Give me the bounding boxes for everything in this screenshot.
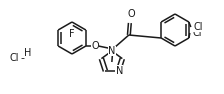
Text: Cl: Cl <box>193 28 202 38</box>
Text: H: H <box>24 48 32 58</box>
Text: N: N <box>108 46 116 56</box>
Text: -: - <box>20 53 24 63</box>
Text: F: F <box>69 29 75 39</box>
Text: Cl: Cl <box>194 22 203 32</box>
Text: N: N <box>116 66 123 76</box>
Text: O: O <box>91 41 99 51</box>
Text: O: O <box>127 9 135 19</box>
Text: Cl: Cl <box>9 53 19 63</box>
